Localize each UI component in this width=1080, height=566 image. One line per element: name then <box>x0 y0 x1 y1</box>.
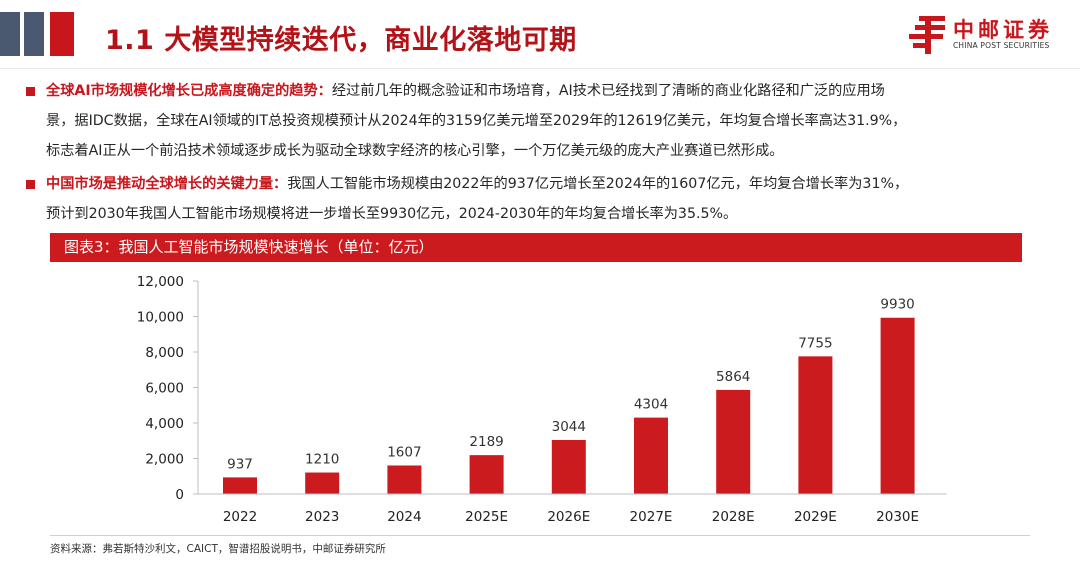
bar <box>387 465 422 494</box>
paragraph-line: 预计到2030年我国人工智能市场规模将进一步增长至9930亿元，2024-203… <box>46 206 738 222</box>
bar-value-label: 7755 <box>798 335 832 351</box>
x-tick-label: 2028E <box>712 509 755 525</box>
bar <box>798 356 833 494</box>
bar-value-label: 1607 <box>387 444 421 460</box>
paragraph-highlight: 中国市场是推动全球增长的关键力量： <box>46 176 288 192</box>
bar-value-label: 4304 <box>634 397 668 413</box>
bar-value-label: 9930 <box>880 297 914 313</box>
x-axis: 2022 2023 2024 2025E 2026E 2027E 2028E 2029E 203… <box>198 493 947 525</box>
chart-title-bar: 图表3：我国人工智能市场规模快速增长（单位：亿元） <box>50 233 1022 262</box>
header-decor-block <box>0 12 20 56</box>
x-tick-label: 2025E <box>465 509 508 525</box>
header-decor-block <box>24 12 44 56</box>
bar <box>880 317 915 494</box>
paragraph-global-ai: 全球AI市场规模化增长已成高度确定的趋势：经过前几年的概念验证和市场培育，AI技… <box>26 76 1076 166</box>
x-tick-label: 2030E <box>876 509 919 525</box>
header-decor-block-red <box>50 12 74 56</box>
paragraph-line: 景，据IDC数据，全球在AI领域的IT总投资规模预计从2024年的3159亿美元… <box>46 113 907 129</box>
y-tick-label: 6,000 <box>145 381 184 397</box>
logo-text-cn: 中邮证券 <box>953 18 1053 42</box>
x-tick-label: 2022 <box>223 509 257 525</box>
y-tick-label: 2,000 <box>145 452 184 468</box>
paragraph-highlight: 全球AI市场规模化增长已成高度确定的趋势： <box>46 83 332 99</box>
company-logo: 中邮证券 CHINA POST SECURITIES <box>905 14 1075 58</box>
bar-value-label: 5864 <box>716 369 750 385</box>
x-tick-label: 2029E <box>794 509 837 525</box>
bar-value-label: 3044 <box>552 419 586 435</box>
bar-chart: 0 2,000 4,000 6,000 8,000 10,000 12,000 937 121… <box>137 274 947 525</box>
y-tick-label: 0 <box>175 487 184 503</box>
paragraph-line: 中国市场是推动全球增长的关键力量：我国人工智能市场规模由2022年的937亿元增… <box>26 169 1076 199</box>
bar <box>223 477 257 494</box>
y-tick-label: 10,000 <box>137 310 184 326</box>
bullet-square-icon <box>26 180 35 189</box>
y-tick-label: 12,000 <box>137 274 184 290</box>
bar-value-label: 2189 <box>469 434 503 450</box>
y-tick-label: 8,000 <box>145 345 184 361</box>
bar <box>634 417 668 494</box>
china-post-logo-icon <box>909 16 945 54</box>
page-title: 1.1 大模型持续迭代，商业化落地可期 <box>105 25 577 56</box>
footer-divider <box>50 535 1030 536</box>
paragraph-line: 全球AI市场规模化增长已成高度确定的趋势：经过前几年的概念验证和市场培育，AI技… <box>26 76 1076 106</box>
bar-value-label: 1210 <box>305 452 339 468</box>
x-tick-label: 2026E <box>547 509 590 525</box>
bar-value-label: 937 <box>227 456 253 472</box>
x-tick-label: 2023 <box>305 509 339 525</box>
x-tick-label: 2024 <box>387 509 421 525</box>
paragraph-text: 经过前几年的概念验证和市场培育，AI技术已经找到了清晰的商业化路径和广泛的应用场 <box>331 83 885 99</box>
logo-text-en: CHINA POST SECURITIES <box>953 41 1050 50</box>
bar <box>305 472 340 494</box>
title-divider <box>0 68 1080 69</box>
bar <box>469 455 504 494</box>
bullet-square-icon <box>26 87 35 96</box>
bars: 937 1210 1607 2189 3044 4304 5864 7755 9930 <box>223 297 915 494</box>
bar <box>716 389 751 494</box>
x-tick-label: 2027E <box>630 509 673 525</box>
paragraph-china-market: 中国市场是推动全球增长的关键力量：我国人工智能市场规模由2022年的937亿元增… <box>26 169 1076 229</box>
bar <box>551 439 586 494</box>
source-note: 资料来源：弗若斯特沙利文，CAICT，智谱招股说明书，中邮证券研究所 <box>50 543 386 555</box>
paragraph-line: 标志着AI正从一个前沿技术领域逐步成长为驱动全球数字经济的核心引擎，一个万亿美元… <box>46 143 784 159</box>
y-tick-label: 4,000 <box>145 416 184 432</box>
y-axis: 0 2,000 4,000 6,000 8,000 10,000 12,000 <box>137 274 199 503</box>
paragraph-text: 我国人工智能市场规模由2022年的937亿元增长至2024年的1607亿元，年均… <box>287 176 909 192</box>
